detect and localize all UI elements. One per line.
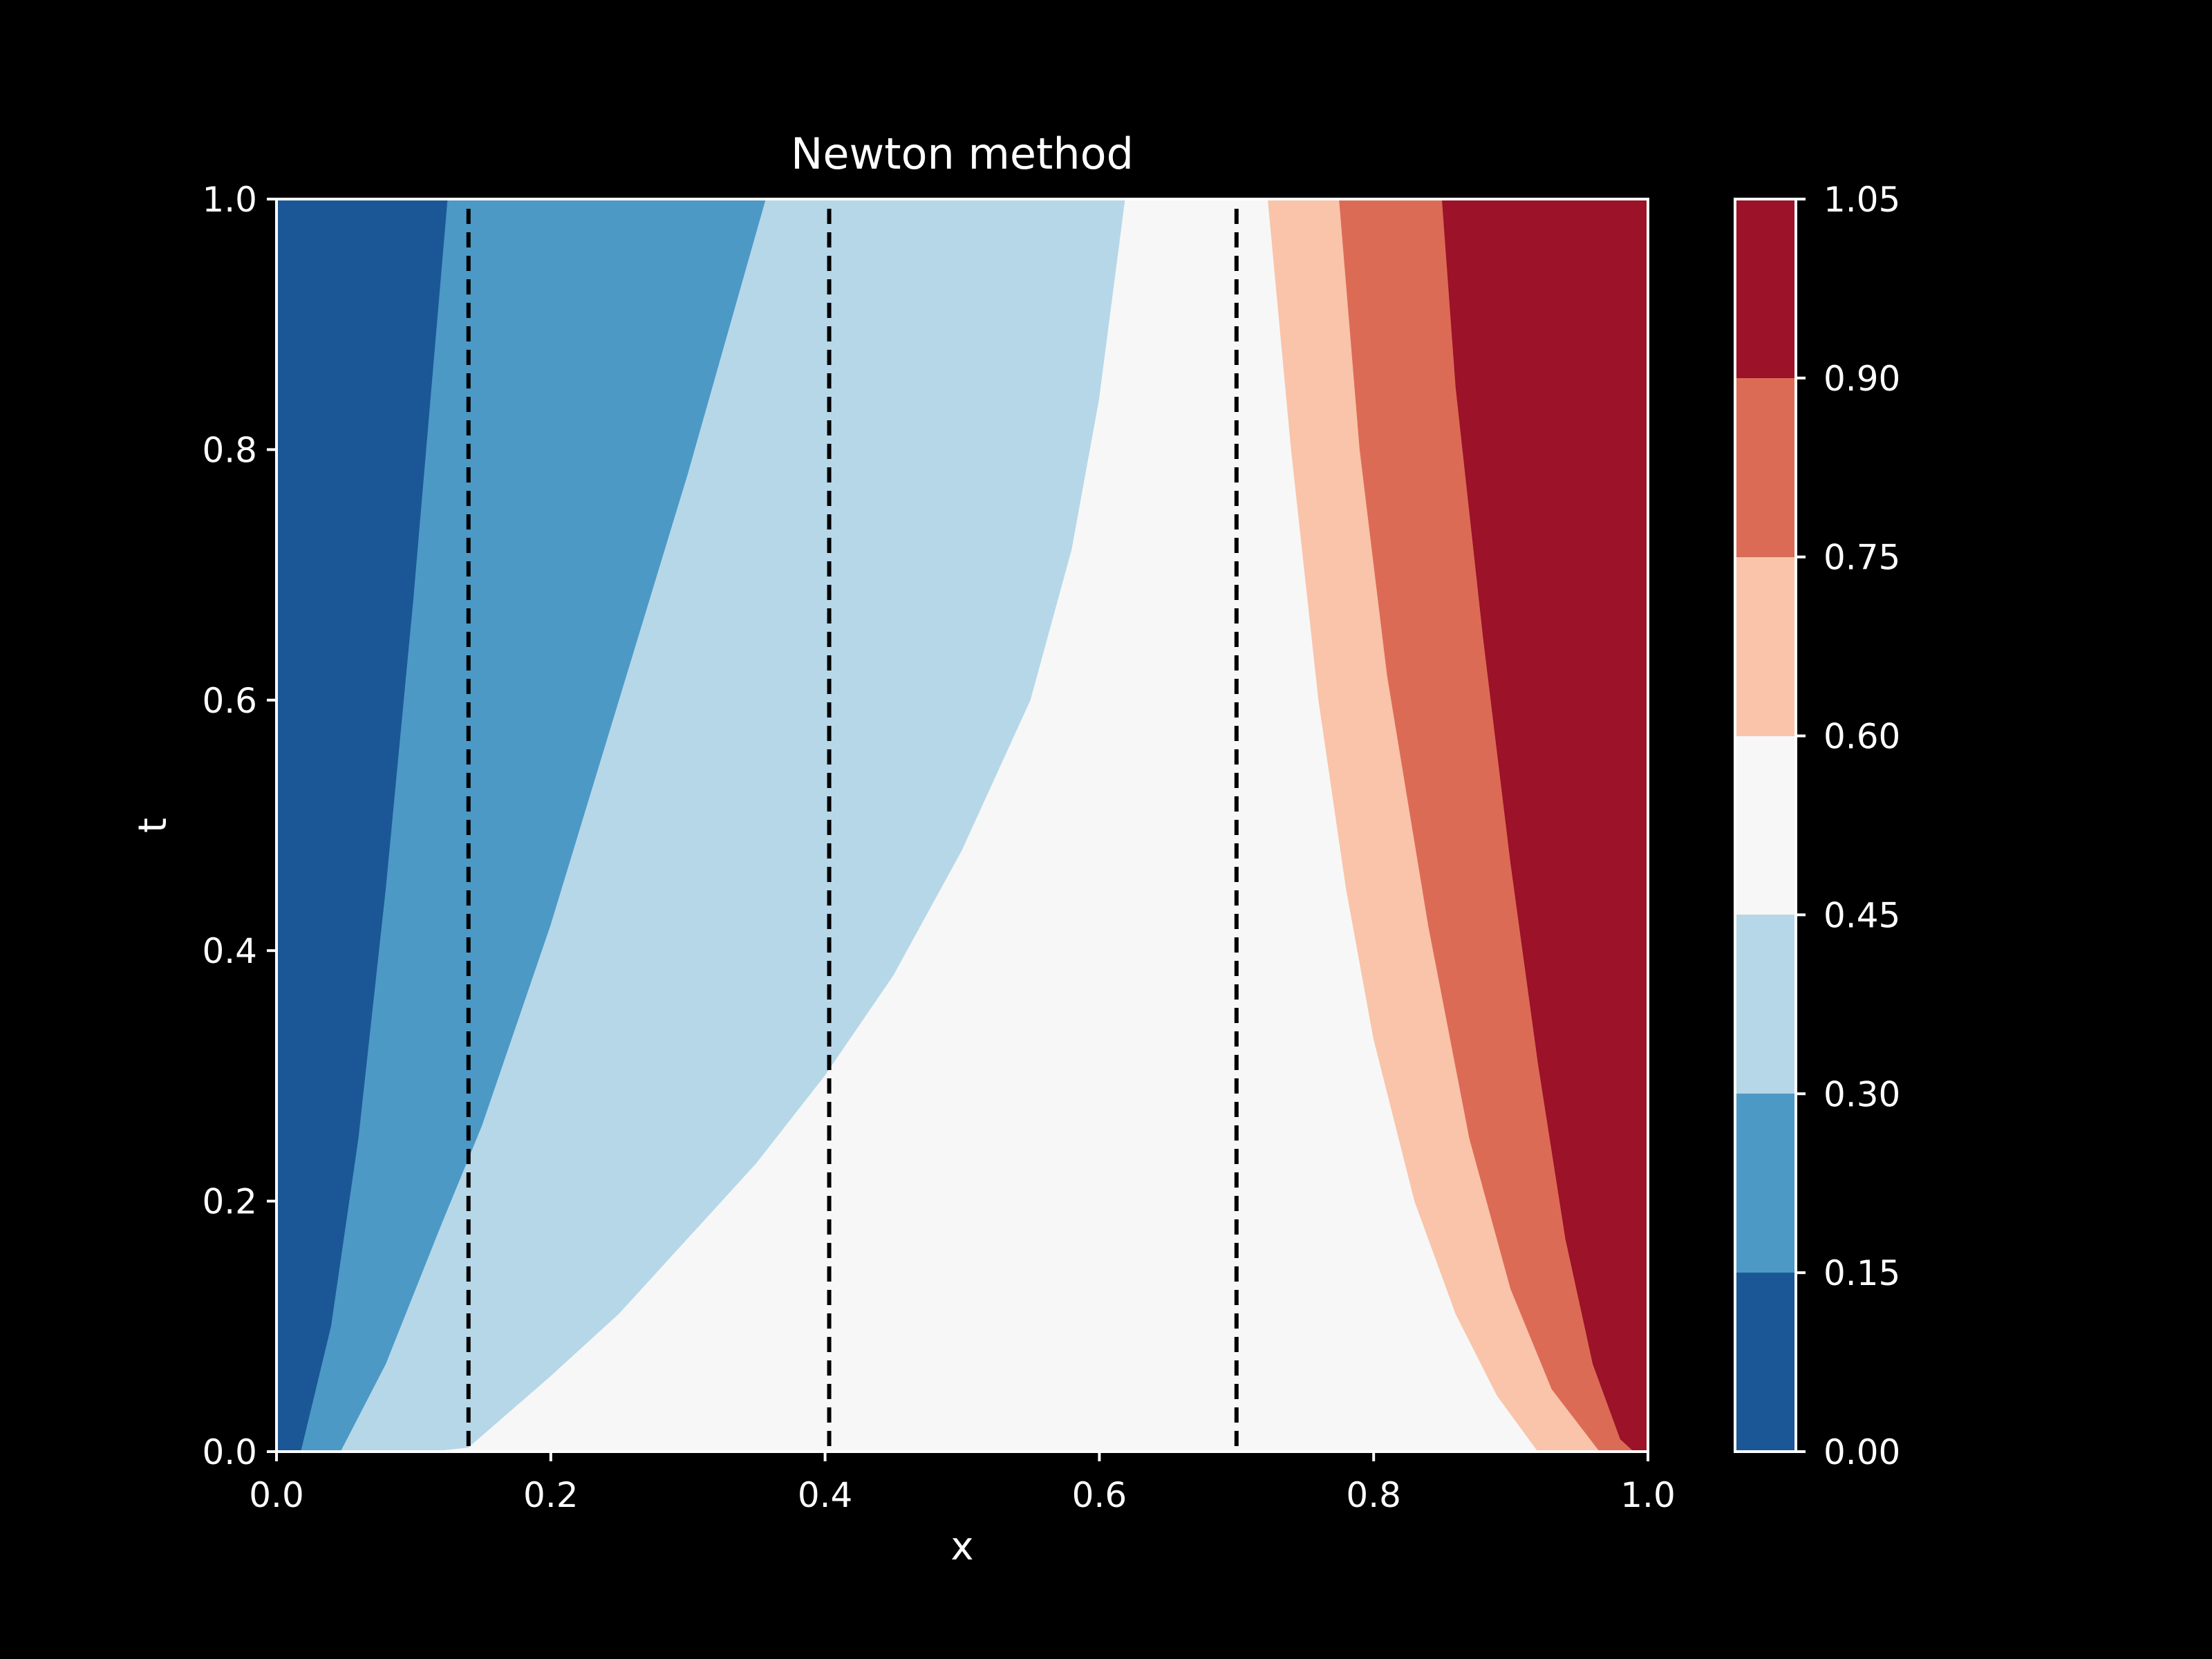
dashed-lines bbox=[466, 209, 1239, 1452]
colorbar-tick-label: 0.60 bbox=[1824, 717, 1900, 757]
x-tick-label: 0.0 bbox=[249, 1475, 304, 1515]
y-tick-label: 0.2 bbox=[202, 1182, 257, 1222]
y-tick-label: 0.0 bbox=[202, 1432, 257, 1472]
colorbar: 0.00 0.15 0.30 0.45 0.60 0.75 0.90 1.05 bbox=[1734, 180, 1900, 1472]
plot-frame bbox=[275, 198, 1649, 1453]
colorbar-segment-3 bbox=[1735, 735, 1796, 915]
chart-title: Newton method bbox=[791, 129, 1134, 179]
colorbar-tick-label: 0.30 bbox=[1824, 1074, 1900, 1114]
y-axis-label: t bbox=[131, 818, 176, 833]
x-axis: 0.0 0.2 0.4 0.6 0.8 1.0 bbox=[249, 1452, 1676, 1515]
y-tick-label: 0.8 bbox=[202, 430, 257, 470]
colorbar-frame bbox=[1734, 198, 1797, 1453]
colorbar-tick-label: 0.45 bbox=[1824, 895, 1900, 935]
plot-area bbox=[276, 199, 1648, 1452]
colorbar-segment-6 bbox=[1735, 199, 1796, 378]
y-tick-label: 0.4 bbox=[202, 931, 257, 971]
colorbar-segment-0 bbox=[1735, 1273, 1796, 1452]
y-tick-label: 1.0 bbox=[202, 180, 257, 220]
x-tick-label: 0.4 bbox=[798, 1475, 853, 1515]
colorbar-segment-5 bbox=[1735, 377, 1796, 557]
y-axis: 0.0 0.2 0.4 0.6 0.8 1.0 bbox=[202, 180, 276, 1472]
x-tick-label: 0.8 bbox=[1346, 1475, 1401, 1515]
contour-band-6 bbox=[1441, 199, 1648, 1452]
contour-bands bbox=[276, 199, 1648, 1452]
colorbar-tick-label: 0.75 bbox=[1824, 538, 1900, 578]
colorbar-tick-label: 0.00 bbox=[1824, 1432, 1900, 1472]
colorbar-tick-label: 0.90 bbox=[1824, 359, 1900, 399]
colorbar-tick-label: 0.15 bbox=[1824, 1253, 1900, 1293]
x-tick-label: 1.0 bbox=[1620, 1475, 1676, 1515]
y-tick-label: 0.6 bbox=[202, 681, 257, 721]
colorbar-segment-1 bbox=[1735, 1094, 1796, 1273]
colorbar-segment-4 bbox=[1735, 556, 1796, 736]
x-tick-label: 0.2 bbox=[523, 1475, 579, 1515]
colorbar-tick-label: 1.05 bbox=[1824, 180, 1900, 220]
x-axis-label: x bbox=[950, 1524, 973, 1569]
x-tick-label: 0.6 bbox=[1072, 1475, 1127, 1515]
colorbar-segment-2 bbox=[1735, 915, 1796, 1094]
